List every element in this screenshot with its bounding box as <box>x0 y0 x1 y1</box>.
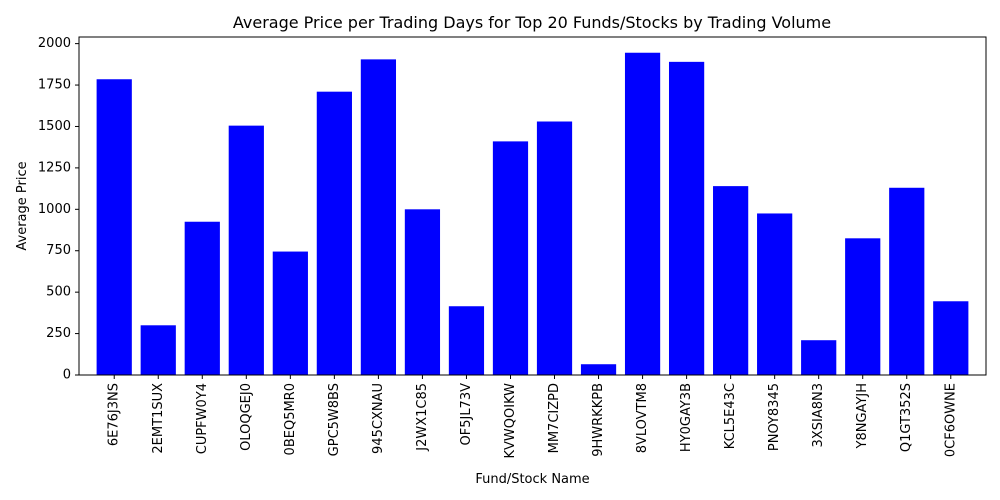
bar-PNOY8345 <box>757 213 793 375</box>
x-tick-label: KVWQOIKW <box>503 383 518 459</box>
y-tick-label: 0 <box>63 368 71 383</box>
y-tick-label: 1000 <box>38 202 71 217</box>
y-axis-label: Average Price <box>15 161 30 250</box>
bar-OF5JL73V <box>448 306 485 375</box>
x-tick-label: 6E76J3NS <box>107 383 122 446</box>
plot-frame <box>78 36 987 376</box>
y-tick-label: 500 <box>46 285 71 300</box>
x-tick-label: MM7CIZPD <box>547 383 562 453</box>
y-tick-label: 2000 <box>38 36 71 51</box>
bar-9HWRKKPB <box>580 364 617 375</box>
bar-CUPFW0Y4 <box>184 221 220 375</box>
bar-J2WX1C85 <box>404 209 441 375</box>
x-axis-label: Fund/Stock Name <box>475 472 589 487</box>
x-tick-label: HY0GAY3B <box>679 383 694 452</box>
y-tick-label: 1750 <box>38 78 71 93</box>
bar-6E76J3NS <box>96 79 132 375</box>
bar-Y8NGAYJH <box>845 238 881 375</box>
x-tick-label: 3XSIA8N3 <box>811 383 826 447</box>
x-tick-label: CUPFW0Y4 <box>195 383 210 454</box>
x-tick-label: 9HWRKKPB <box>591 383 606 457</box>
x-tick-label: PNOY8345 <box>767 383 782 451</box>
bar-2EMT1SUX <box>140 325 176 375</box>
bar-8VLOVTM8 <box>624 52 661 376</box>
y-axis-ticks: 0 250 500 750 1000 1250 1500 1750 2000 <box>38 36 79 383</box>
x-tick-label: KCL5E43C <box>723 383 738 449</box>
bar-Q1GT352S <box>889 187 925 375</box>
x-tick-label: OF5JL73V <box>459 383 474 446</box>
y-tick-label: 250 <box>46 326 71 341</box>
bar-945CXNAU <box>360 59 397 376</box>
x-tick-label: 0CF6OWNE <box>943 383 958 457</box>
y-tick-label: 750 <box>46 243 71 258</box>
x-tick-label: 0BEQ5MR0 <box>283 383 298 455</box>
x-tick-label: J2WX1C85 <box>415 383 430 452</box>
bar-MM7CIZPD <box>536 121 573 375</box>
x-tick-label: GPC5W8BS <box>327 383 342 456</box>
bar-0CF6OWNE <box>933 301 969 375</box>
x-tick-label: 2EMT1SUX <box>151 383 166 454</box>
chart-title: Average Price per Trading Days for Top 2… <box>233 13 831 32</box>
bar-KVWQOIKW <box>492 141 529 375</box>
y-tick-label: 1250 <box>38 160 71 175</box>
x-tick-label: 8VLOVTM8 <box>635 383 650 453</box>
bar-OLOQGEJ0 <box>228 125 264 375</box>
y-tick-label: 1500 <box>38 119 71 134</box>
bar-HY0GAY3B <box>668 61 705 375</box>
bar-GPC5W8BS <box>316 91 352 376</box>
bar-3XSIA8N3 <box>801 340 837 375</box>
x-axis-ticks: 6E76J3NS 2EMT1SUX CUPFW0Y4 OLOQGEJ0 0BEQ5MR0… <box>107 375 958 459</box>
x-tick-label: OLOQGEJ0 <box>239 383 254 451</box>
bar-KCL5E43C <box>713 186 749 375</box>
x-tick-label: Y8NGAYJH <box>855 383 870 449</box>
x-tick-label: 945CXNAU <box>371 383 386 454</box>
bar-0BEQ5MR0 <box>272 251 308 375</box>
bars-group <box>96 52 969 376</box>
x-tick-label: Q1GT352S <box>899 383 914 452</box>
